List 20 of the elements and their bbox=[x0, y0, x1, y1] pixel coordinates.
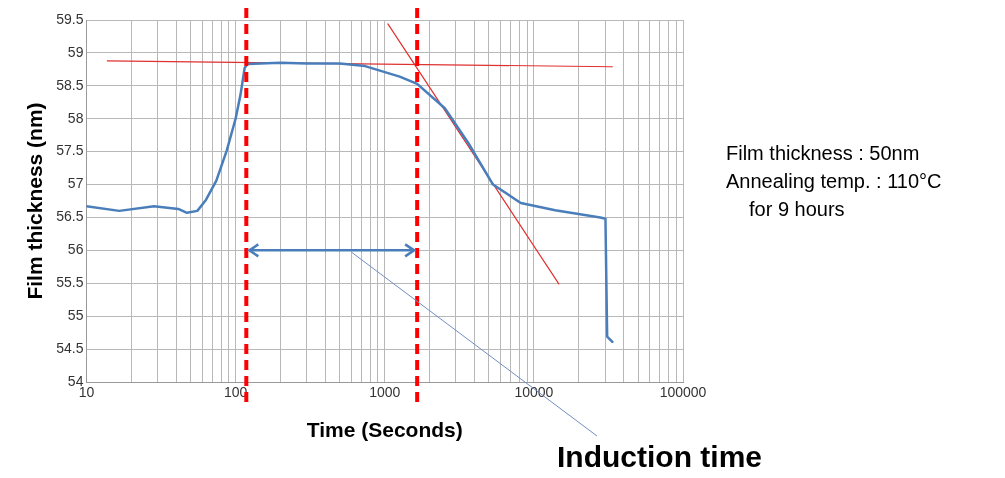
text: Film thickness : 50nm bbox=[726, 142, 920, 165]
text: for 9 hours bbox=[749, 198, 845, 221]
y-tick-label: 54.5 bbox=[56, 339, 84, 356]
y-tick-label: 58.5 bbox=[56, 76, 84, 93]
y-tick-label: 55.5 bbox=[56, 274, 84, 291]
y-tick-label: 57.5 bbox=[56, 142, 84, 159]
y-tick-label: 55 bbox=[67, 307, 84, 324]
x-tick-label: 1000 bbox=[369, 384, 401, 401]
y-tick-label: 57 bbox=[67, 175, 84, 192]
text: Induction time bbox=[557, 440, 762, 474]
y-tick-label: 56 bbox=[67, 241, 84, 258]
x-tick-label: 100000 bbox=[659, 384, 707, 401]
y-axis-title: Film thickness (nm) bbox=[23, 102, 47, 300]
x-tick-label: 10000 bbox=[514, 384, 554, 401]
y-tick-label: 59.5 bbox=[56, 10, 84, 27]
x-axis-title: Time (Seconds) bbox=[306, 418, 463, 442]
y-tick-label: 56.5 bbox=[56, 208, 84, 225]
y-tick-label: 58 bbox=[67, 109, 84, 126]
y-tick-label: 59 bbox=[67, 43, 84, 60]
text: Annealing temp. : 110°C bbox=[726, 170, 942, 193]
